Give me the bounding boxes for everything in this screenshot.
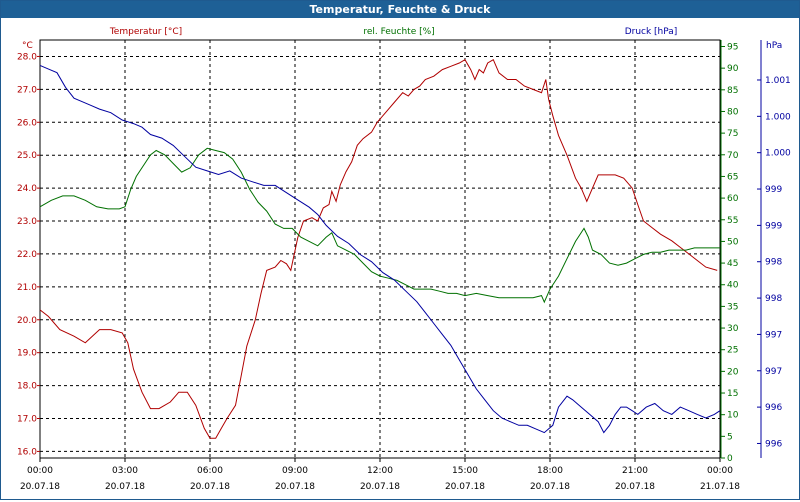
temperature-tick-label: 19.0: [17, 349, 37, 359]
humidity-tick-label: 70: [727, 151, 739, 161]
window-title: Temperatur, Feuchte & Druck: [1, 1, 799, 18]
x-tick-time: 00:00: [27, 466, 53, 476]
temperature-tick-label: 20.0: [17, 316, 37, 326]
temperature-tick-label: 17.0: [17, 415, 37, 425]
temperature-tick-label: 24.0: [17, 184, 37, 194]
humidity-tick-label: 40: [727, 281, 739, 291]
humidity-tick-label: 10: [727, 411, 739, 421]
pressure-tick-label: 997: [765, 367, 782, 377]
humidity-tick-label: 25: [727, 346, 738, 356]
pressure-tick-label: 999: [765, 185, 782, 195]
temperature-axis-title: Temperatur [°C]: [109, 27, 182, 37]
humidity-tick-label: 35: [727, 302, 738, 312]
humidity-tick-label: 20: [727, 367, 739, 377]
x-tick-time: 00:00: [707, 466, 733, 476]
humidity-tick-label: 15: [727, 389, 738, 399]
x-tick-date: 20.07.18: [615, 482, 655, 492]
pressure-tick-label: 999: [765, 221, 782, 231]
pressure-tick-label: 998: [765, 294, 782, 304]
humidity-tick-label: 5: [727, 432, 733, 442]
humidity-tick-label: 95: [727, 42, 738, 52]
humidity-tick-label: 65: [727, 172, 738, 182]
temperature-series-line: [39, 58, 718, 439]
humidity-tick-label: 50: [727, 237, 739, 247]
humidity-tick-label: 75: [727, 129, 738, 139]
x-tick-time: 15:00: [452, 466, 478, 476]
humidity-tick-label: 0: [727, 454, 733, 464]
x-tick-date: 20.07.18: [20, 482, 60, 492]
x-tick-time: 09:00: [282, 466, 308, 476]
pressure-tick-label: 996: [765, 403, 782, 413]
x-tick-date: 20.07.18: [445, 482, 485, 492]
pressure-tick-label: 998: [765, 258, 782, 268]
temperature-tick-label: 22.0: [17, 250, 37, 260]
pressure-series-line: [39, 64, 721, 434]
temperature-tick-label: 27.0: [17, 85, 37, 95]
x-tick-date: 20.07.18: [190, 482, 230, 492]
x-tick-date: 20.07.18: [275, 482, 315, 492]
x-tick-date: 20.07.18: [105, 482, 145, 492]
humidity-tick-label: 85: [727, 86, 738, 96]
pressure-tick-label: 1.000: [765, 149, 791, 159]
pressure-unit-label: hPa: [766, 41, 782, 51]
pressure-tick-label: 1.001: [765, 76, 791, 86]
x-tick-time: 12:00: [367, 466, 393, 476]
x-tick-date: 20.07.18: [360, 482, 400, 492]
pressure-axis-title: Druck [hPa]: [625, 27, 678, 37]
chart-area: 00:00 20.07.18 03:00 20.07.18 06:00 20.07.18 0…: [17, 27, 791, 492]
temperature-tick-label: 18.0: [17, 382, 37, 392]
temperature-tick-label: 25.0: [17, 151, 37, 161]
temperature-tick-label: 26.0: [17, 118, 37, 128]
temperature-unit-label: °C: [22, 41, 33, 51]
humidity-tick-label: 80: [727, 107, 739, 117]
humidity-tick-label: 55: [727, 216, 738, 226]
humidity-tick-label: 30: [727, 324, 739, 334]
x-tick-date: 21.07.18: [700, 482, 740, 492]
humidity-tick-label: 45: [727, 259, 738, 269]
humidity-axis-title: rel. Feuchte [%]: [363, 27, 434, 37]
x-tick-time: 03:00: [112, 466, 138, 476]
temperature-tick-label: 16.0: [17, 447, 37, 457]
humidity-tick-label: 90: [727, 64, 739, 74]
temperature-tick-label: 21.0: [17, 283, 37, 293]
x-tick-time: 18:00: [537, 466, 563, 476]
temperature-tick-label: 28.0: [17, 52, 37, 62]
plot-frame: [39, 39, 721, 459]
pressure-tick-label: 1.000: [765, 112, 791, 122]
x-tick-time: 21:00: [622, 466, 648, 476]
humidity-tick-label: 60: [727, 194, 739, 204]
pressure-tick-label: 997: [765, 330, 782, 340]
temperature-tick-label: 23.0: [17, 217, 37, 227]
humidity-series-line: [39, 147, 720, 304]
pressure-tick-label: 996: [765, 439, 782, 449]
x-tick-time: 06:00: [197, 466, 223, 476]
x-tick-date: 20.07.18: [530, 482, 570, 492]
